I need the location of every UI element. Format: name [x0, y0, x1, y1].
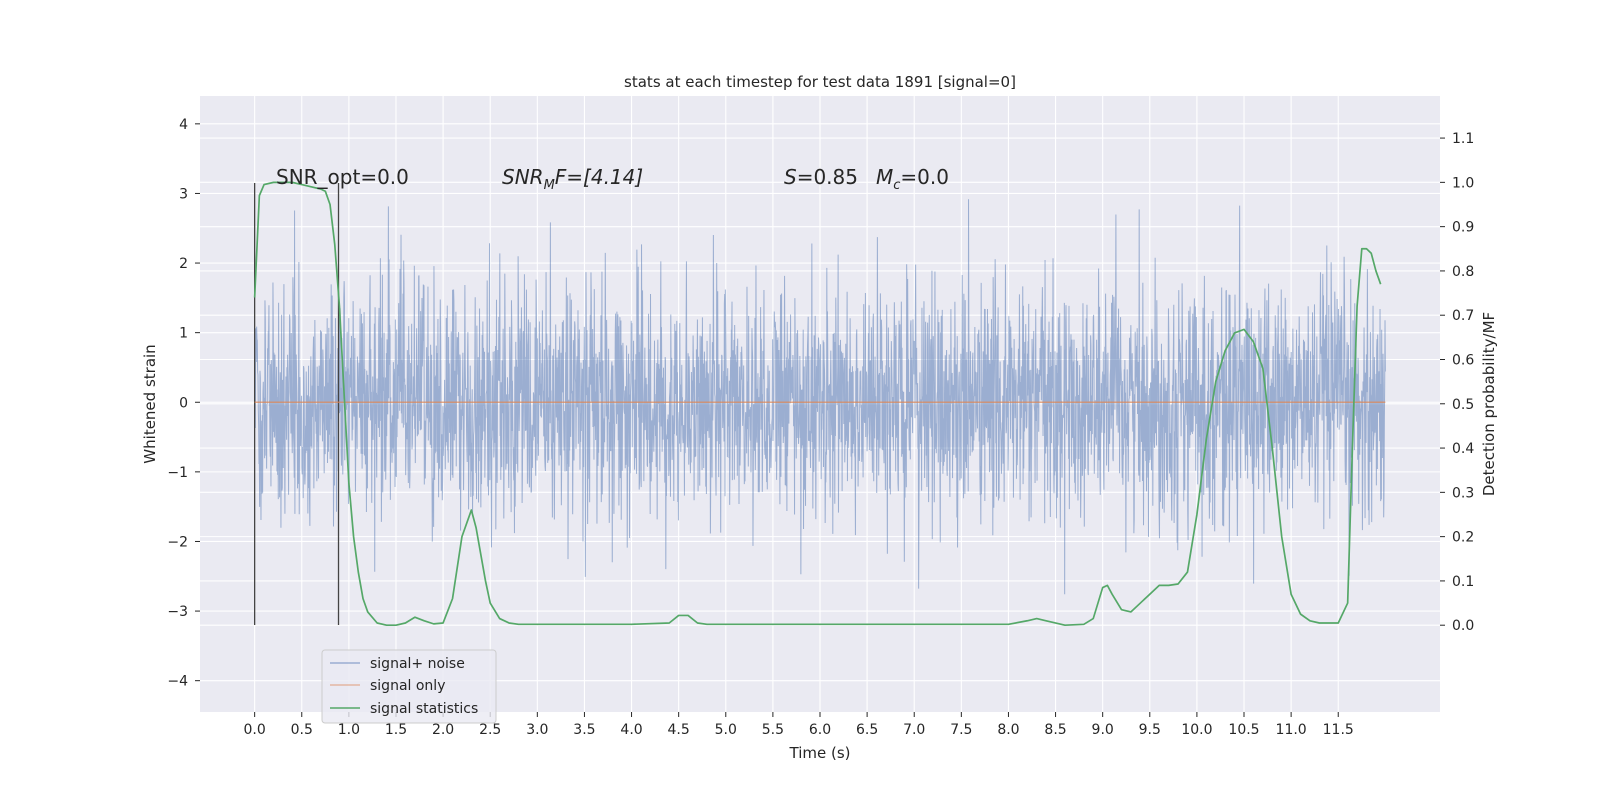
legend-label-signal-only: signal only	[370, 678, 445, 694]
y2-tick-label: 0.4	[1452, 441, 1474, 457]
x-tick-label: 0.5	[291, 722, 313, 738]
legend: signal+ noise signal only signal statist…	[321, 649, 497, 724]
x-tick-label: 4.5	[668, 722, 690, 738]
x-tick-label: 8.5	[1044, 722, 1066, 738]
y2-tick-label: 0.6	[1452, 352, 1474, 368]
y-tick-label: 2	[179, 256, 188, 272]
y2-axis-label: Detection probability/MF	[1480, 312, 1498, 496]
x-tick-label: 10.0	[1181, 722, 1212, 738]
x-tick-label: 11.5	[1323, 722, 1354, 738]
y2-tick-label: 0.7	[1452, 308, 1474, 324]
x-tick-label: 5.5	[762, 722, 784, 738]
x-tick-label: 3.5	[573, 722, 595, 738]
x-tick-label: 3.0	[526, 722, 548, 738]
y-tick-label: −3	[167, 604, 188, 620]
y2-tick-label: 0.9	[1452, 220, 1474, 236]
noise-trace	[254, 199, 1386, 595]
x-tick-label: 5.0	[715, 722, 737, 738]
y2-tick-label: 1.0	[1452, 175, 1474, 191]
vertical-markers	[254, 183, 340, 625]
legend-label-signal-noise: signal+ noise	[370, 656, 465, 672]
y-tick-label: −2	[167, 534, 188, 550]
y2-tick-label: 0.0	[1452, 618, 1474, 634]
y2-tick-label: 0.1	[1452, 574, 1474, 590]
series-signal-noise	[254, 199, 1386, 595]
x-tick-label: 6.0	[809, 722, 831, 738]
x-axis-label: Time (s)	[789, 744, 851, 762]
annotation-snr-mf: SNRMF=[4.14]	[502, 165, 643, 193]
y-tick-label: 3	[179, 186, 188, 202]
x-tick-label: 11.0	[1276, 722, 1307, 738]
signal-statistics-line	[253, 181, 1382, 627]
annotation-snr-opt: SNR_opt=0.0	[276, 165, 409, 189]
x-tick-label: 1.0	[338, 722, 360, 738]
x-tick-label: 0.0	[244, 722, 266, 738]
legend-box	[321, 649, 497, 724]
y2-tick-label: 1.1	[1452, 131, 1474, 147]
x-tick-label: 6.5	[856, 722, 878, 738]
x-tick-label: 2.5	[479, 722, 501, 738]
x-tick-label: 10.5	[1228, 722, 1259, 738]
chart-title: stats at each timestep for test data 189…	[624, 73, 1016, 91]
x-tick-label: 7.0	[903, 722, 925, 738]
y-tick-label: 4	[179, 117, 188, 133]
annotation-s-mc: S=0.85 Mc=0.0	[784, 165, 949, 193]
y-tick-label: −4	[167, 674, 188, 690]
x-tick-label: 8.0	[997, 722, 1019, 738]
y-axis-ticks: −4 −3 −2 −1 0 1 2 3 4	[167, 117, 200, 690]
y2-tick-label: 0.2	[1452, 530, 1474, 546]
x-axis-ticks: 0.0 0.5 1.0 1.5 2.0 2.5 3.0 3.5 4.0 4.5 5.0 5.5 6.0 6…	[244, 712, 1354, 738]
y2-tick-label: 0.5	[1452, 397, 1474, 413]
y-axis-label: Whitened strain	[141, 344, 159, 463]
grid	[200, 96, 1440, 712]
x-tick-label: 2.0	[432, 722, 454, 738]
x-tick-label: 1.5	[385, 722, 407, 738]
series-signal-statistics	[253, 181, 1382, 627]
x-tick-label: 9.0	[1092, 722, 1114, 738]
x-tick-label: 7.5	[950, 722, 972, 738]
x-tick-label: 4.0	[620, 722, 642, 738]
legend-label-signal-statistics: signal statistics	[370, 701, 478, 717]
y-tick-label: −1	[167, 465, 188, 481]
y2-tick-label: 0.8	[1452, 264, 1474, 280]
y2-tick-label: 0.3	[1452, 485, 1474, 501]
y-tick-label: 1	[179, 326, 188, 342]
y2-axis-ticks: 0.0 0.1 0.2 0.3 0.4 0.5 0.6 0.7 0.8 0.9 1.0 1.1	[1440, 131, 1474, 634]
x-tick-label: 9.5	[1139, 722, 1161, 738]
y-tick-label: 0	[179, 395, 188, 411]
